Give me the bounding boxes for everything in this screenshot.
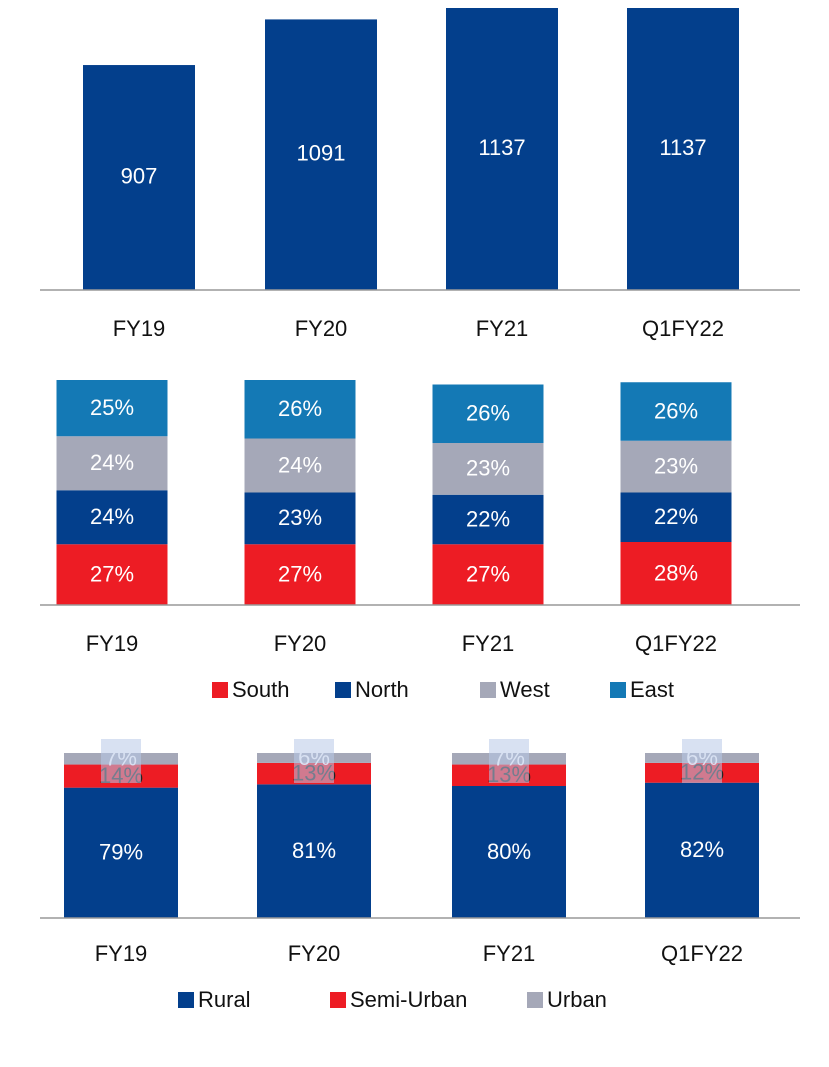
value-label: 27% [278,561,322,586]
value-label: 23% [466,456,510,481]
bar-segment [56,380,168,437]
value-label: 907 [121,163,158,188]
legend-label: North [355,677,409,702]
bar-segment [432,494,544,545]
value-label: 28% [654,560,698,585]
value-label: 24% [278,452,322,477]
value-label: 22% [654,504,698,529]
bar [446,8,558,290]
x-tick-label: FY20 [274,631,327,656]
x-tick-label: FY19 [113,316,166,341]
x-tick-label: FY20 [295,316,348,341]
value-label: 1137 [478,135,525,160]
bar-segment [64,787,178,918]
legend-swatch [527,992,543,1008]
value-label: 79% [99,840,143,865]
legend-label: Rural [198,987,251,1012]
bar-segment [432,544,544,605]
bar-segment [452,786,566,918]
bar-segment [244,380,356,439]
x-tick-label: Q1FY22 [642,316,724,341]
x-tick-label: FY19 [86,631,139,656]
value-label: 80% [487,839,531,864]
x-tick-label: FY20 [288,941,341,966]
value-label: 26% [654,398,698,423]
bar-segment [620,492,732,542]
value-label: 25% [90,395,134,420]
bar [265,19,377,291]
value-label: 1091 [297,141,346,166]
bar-segment [432,384,544,443]
value-label: 27% [90,561,134,586]
bar-segment [645,782,759,918]
bar-segment [244,492,356,545]
legend-swatch [610,682,626,698]
x-tick-label: FY21 [476,316,529,341]
x-tick-label: FY19 [95,941,148,966]
x-tick-label: FY21 [483,941,536,966]
bar-segment [257,784,371,918]
value-label: 81% [292,838,336,863]
label-highlight [489,739,529,783]
bar-segment [620,440,732,493]
value-label: 22% [466,506,510,531]
legend-swatch [330,992,346,1008]
x-tick-label: Q1FY22 [635,631,717,656]
value-label: 27% [466,561,510,586]
value-label: 23% [278,505,322,530]
value-label: 23% [654,453,698,478]
bar [627,8,739,290]
bar-segment [620,542,732,605]
value-label: 1137 [659,135,706,160]
legend-swatch [178,992,194,1008]
bar-segment [244,438,356,493]
legend-label: Semi-Urban [350,987,467,1012]
legend-label: West [500,677,550,702]
bar-segment [244,544,356,605]
label-highlight [294,739,334,783]
legend-swatch [212,682,228,698]
legend-label: South [232,677,290,702]
bar-segment [620,382,732,441]
legend-swatch [335,682,351,698]
value-label: 24% [90,450,134,475]
bar-segment [56,490,168,545]
legend-swatch [480,682,496,698]
x-tick-label: FY21 [462,631,515,656]
value-label: 26% [466,401,510,426]
bar [83,65,195,290]
bar-segment [432,443,544,495]
bar-segment [56,544,168,605]
legend-label: East [630,677,674,702]
x-tick-label: Q1FY22 [661,941,743,966]
value-label: 24% [90,504,134,529]
label-highlight [101,739,141,783]
label-highlight [682,739,722,783]
value-label: 26% [278,396,322,421]
legend-label: Urban [547,987,607,1012]
value-label: 82% [680,837,724,862]
bar-segment [56,436,168,491]
